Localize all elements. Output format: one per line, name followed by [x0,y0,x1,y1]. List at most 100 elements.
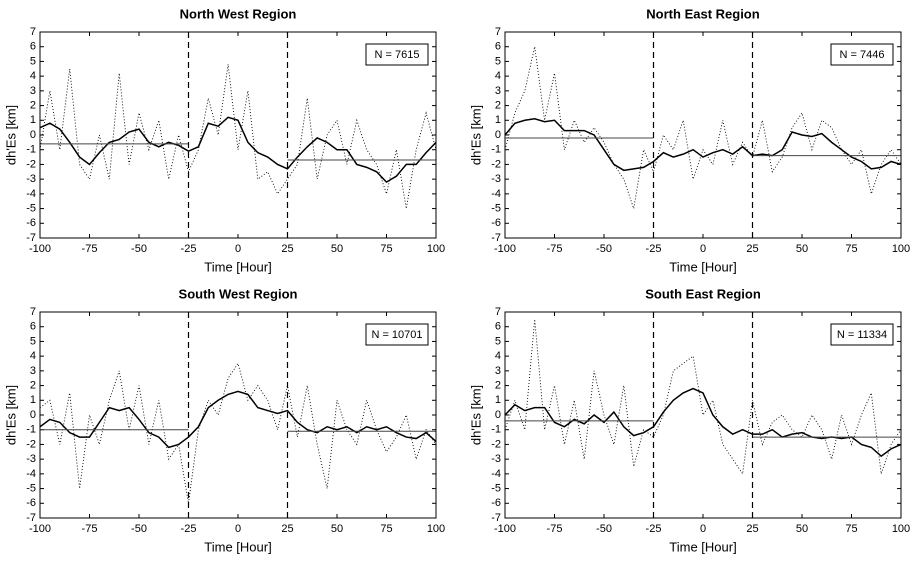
y-tick-label: -2 [491,438,501,450]
y-tick-label: -7 [26,512,36,524]
y-tick-label: -4 [491,468,501,480]
x-tick-label: 75 [845,523,857,535]
y-axis-label: dh'Es [km] [468,385,483,445]
x-tick-label: 50 [331,243,343,255]
x-tick-label: 100 [892,243,910,255]
x-tick-label: 75 [845,243,857,255]
y-tick-label: 4 [30,350,36,362]
x-tick-label: 100 [892,523,910,535]
panel-title: South East Region [645,286,761,301]
y-tick-label: 0 [495,409,501,421]
y-tick-label: 6 [30,41,36,53]
x-tick-label: -75 [82,523,98,535]
x-tick-label: -25 [181,523,197,535]
y-tick-label: 2 [495,379,501,391]
annotation: N = 7615 [375,49,420,61]
x-tick-label: -50 [131,243,147,255]
y-tick-label: -3 [491,453,501,465]
y-tick-label: -6 [491,497,501,509]
annotation: N = 10701 [371,329,422,341]
x-tick-label: -100 [29,523,51,535]
y-tick-label: 7 [30,306,36,318]
axes-box [39,31,437,239]
annotation-box [830,323,894,346]
x-tick-label: -25 [646,243,662,255]
y-tick-label: 1 [495,394,501,406]
x-tick-label: -100 [29,243,51,255]
x-tick-label: 0 [235,523,241,535]
panel-title: North West Region [180,6,297,21]
y-tick-label: 6 [495,321,501,333]
y-tick-label: -2 [491,158,501,170]
y-tick-label: -1 [26,144,36,156]
x-tick-label: 50 [796,523,808,535]
x-tick-label: 0 [235,243,241,255]
x-tick-label: 100 [427,243,445,255]
y-tick-label: 3 [30,365,36,377]
x-tick-label: 50 [331,523,343,535]
y-tick-label: -2 [26,158,36,170]
x-tick-label: 25 [281,243,293,255]
y-tick-label: -2 [26,438,36,450]
y-tick-label: -5 [491,202,501,214]
axes-box [504,311,902,519]
y-tick-label: -7 [491,512,501,524]
y-tick-label: 5 [30,55,36,67]
y-tick-label: 1 [30,114,36,126]
y-tick-label: 2 [495,99,501,111]
axes-box [39,311,437,519]
y-tick-label: -3 [26,453,36,465]
y-tick-label: 5 [495,55,501,67]
y-tick-label: 4 [495,70,501,82]
y-tick-label: -5 [26,202,36,214]
y-tick-label: 5 [495,335,501,347]
y-axis-label: dh'Es [km] [468,105,483,165]
x-tick-label: 75 [380,523,392,535]
x-tick-label: -75 [547,243,563,255]
x-tick-label: -25 [646,523,662,535]
y-tick-label: -4 [491,188,501,200]
x-axis-label: Time [Hour] [669,259,736,274]
x-tick-label: -75 [82,243,98,255]
annotation-box [365,323,429,346]
x-tick-label: -100 [494,523,516,535]
x-tick-label: -75 [547,523,563,535]
y-tick-label: -1 [491,424,501,436]
x-tick-label: 100 [427,523,445,535]
annotation: N = 7446 [840,49,885,61]
y-tick-label: 3 [30,85,36,97]
x-tick-label: -50 [131,523,147,535]
x-tick-label: 25 [281,523,293,535]
x-tick-label: 50 [796,243,808,255]
y-tick-label: 7 [30,26,36,38]
y-tick-label: -7 [26,232,36,244]
y-tick-label: 6 [30,321,36,333]
y-tick-label: -3 [491,173,501,185]
x-axis-label: Time [Hour] [204,539,271,554]
series-line [39,64,437,209]
y-tick-label: 5 [30,335,36,347]
x-tick-label: -100 [494,243,516,255]
series-line [504,118,902,172]
y-tick-label: 1 [30,394,36,406]
series-line [504,46,902,209]
x-tick-label: 25 [746,523,758,535]
panel-title: South West Region [179,286,298,301]
y-tick-label: -1 [26,424,36,436]
x-tick-label: 75 [380,243,392,255]
y-tick-label: -1 [491,144,501,156]
x-tick-label: -25 [181,243,197,255]
y-tick-label: -4 [26,188,36,200]
x-tick-label: -50 [596,243,612,255]
y-tick-label: 3 [495,365,501,377]
y-tick-label: 0 [495,129,501,141]
series-line [39,116,437,184]
y-tick-label: 2 [30,99,36,111]
x-axis-label: Time [Hour] [204,259,271,274]
y-tick-label: 3 [495,85,501,97]
annotation: N = 11334 [837,329,887,341]
y-tick-label: -5 [491,482,501,494]
annotation-box [830,43,894,66]
y-tick-label: 1 [495,114,501,126]
